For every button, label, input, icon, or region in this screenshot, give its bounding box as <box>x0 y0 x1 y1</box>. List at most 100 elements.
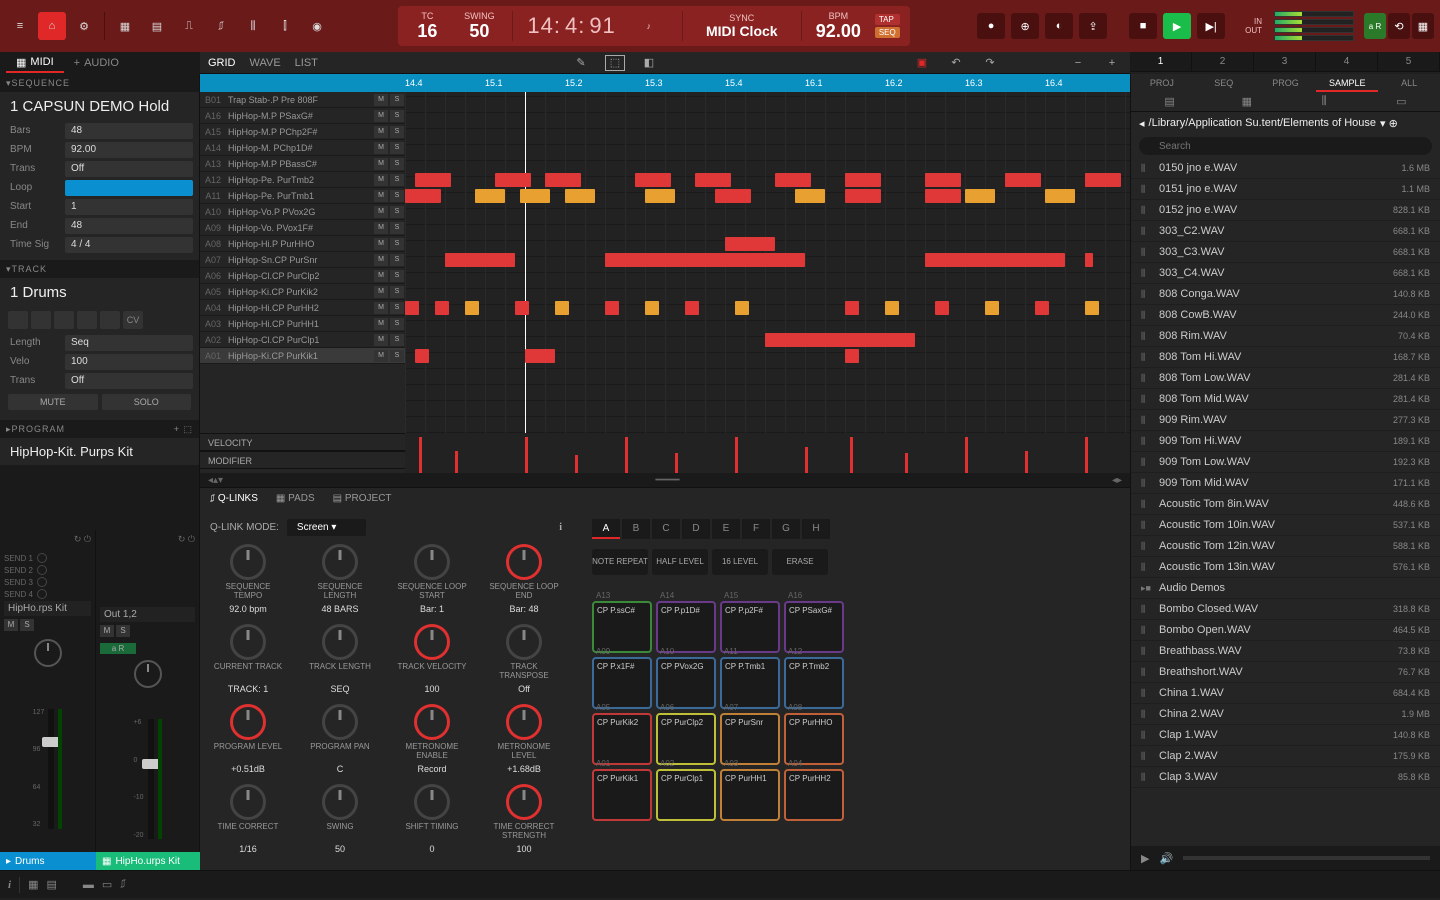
ch1-solo[interactable]: S <box>20 619 34 631</box>
track-row[interactable]: A12HipHop-Pe. PurTmb2MS <box>200 172 405 188</box>
velocity-bar[interactable] <box>455 451 458 473</box>
midi-clip[interactable] <box>405 301 419 315</box>
midi-clip[interactable] <box>925 189 961 203</box>
bank-tab-F[interactable]: F <box>742 519 770 539</box>
file-row[interactable]: ⫼Bombo Closed.WAV318.8 KB <box>1131 599 1440 620</box>
file-row[interactable]: ⫼Breathbass.WAV73.8 KB <box>1131 641 1440 662</box>
bar-value[interactable]: 14: <box>527 13 561 39</box>
velocity-bar[interactable] <box>525 437 528 473</box>
track-row[interactable]: A10HipHop-Vo.P PVox2GMS <box>200 204 405 220</box>
program-name[interactable]: HipHop-Kit. Purps Kit <box>0 438 199 465</box>
velocity-bar[interactable] <box>575 455 578 473</box>
pad-A07[interactable]: A07CP PurSnr <box>720 713 780 765</box>
track-row[interactable]: A05HipHop-Ki.CP PurKik2MS <box>200 284 405 300</box>
ch2-label[interactable]: ▦ HipHo.urps Kit <box>96 852 200 870</box>
ch1-label[interactable]: ▸ Drums <box>0 852 96 870</box>
qlink-knob[interactable] <box>230 704 266 740</box>
velocity-bar[interactable] <box>1025 451 1028 473</box>
file-row[interactable]: ⫼303_C3.WAV668.1 KB <box>1131 242 1440 263</box>
browser-subtab-seq[interactable]: SEQ <box>1193 74 1255 92</box>
midi-clip[interactable] <box>635 173 671 187</box>
ch2-solo[interactable]: S <box>116 625 130 637</box>
file-row[interactable]: ⫼808 Tom Low.WAV281.4 KB <box>1131 368 1440 389</box>
pad-A01[interactable]: A01CP PurKik1 <box>592 769 652 821</box>
file-row[interactable]: ⫼Clap 1.WAV140.8 KB <box>1131 725 1440 746</box>
seq-prop-trans[interactable]: Off <box>65 161 193 177</box>
pencil-icon[interactable]: ✎ <box>571 55 591 71</box>
channel-strip-2[interactable]: ↻ ⏻ Out 1,2 MS a R +60-10-20 <box>96 530 200 870</box>
velocity-bar[interactable] <box>735 437 738 473</box>
qlink-knob[interactable] <box>322 544 358 580</box>
file-row[interactable]: ⫼China 2.WAV1.9 MB <box>1131 704 1440 725</box>
file-row[interactable]: ⫼0150 jno e.WAV1.6 MB <box>1131 158 1440 179</box>
menu-icon[interactable]: ≡ <box>6 12 34 40</box>
qlink-knob[interactable] <box>414 624 450 660</box>
seq-prop-time sig[interactable]: 4 / 4 <box>65 237 193 253</box>
mute-button[interactable]: MUTE <box>8 394 98 410</box>
midi-clip[interactable] <box>1005 173 1041 187</box>
bank-tab-E[interactable]: E <box>712 519 740 539</box>
midi-clip[interactable] <box>605 253 805 267</box>
midi-clip[interactable] <box>925 173 961 187</box>
tap-button[interactable]: TAP <box>875 14 900 25</box>
file-row[interactable]: ⫼Clap 3.WAV85.8 KB <box>1131 767 1440 788</box>
track-prop-length[interactable]: Seq <box>65 335 193 351</box>
track-name[interactable]: 1 Drums <box>0 278 199 307</box>
ar-badge[interactable]: a R <box>1364 13 1386 39</box>
track-row[interactable]: B01Trap Stab-.P Pre 808FMS <box>200 92 405 108</box>
browser-tab-4[interactable]: 4 <box>1316 52 1378 71</box>
track-row[interactable]: A01HipHop-Ki.CP PurKik1MS <box>200 348 405 364</box>
bank-tab-H[interactable]: H <box>802 519 830 539</box>
grid-canvas[interactable] <box>405 92 1130 433</box>
ar-indicator[interactable]: a R <box>100 643 136 654</box>
file-row[interactable]: ⫼303_C4.WAV668.1 KB <box>1131 263 1440 284</box>
file-row[interactable]: ⫼808 Tom Mid.WAV281.4 KB <box>1131 389 1440 410</box>
midi-clip[interactable] <box>845 301 859 315</box>
qlink-knob[interactable] <box>414 544 450 580</box>
browser-tab-2[interactable]: 2 <box>1192 52 1254 71</box>
file-row[interactable]: ⫼0151 jno e.WAV1.1 MB <box>1131 179 1440 200</box>
velocity-bar[interactable] <box>905 453 908 473</box>
pad-A14[interactable]: A14CP P.p1D# <box>656 601 716 653</box>
pad-A15[interactable]: A15CP P.p2F# <box>720 601 780 653</box>
file-row[interactable]: ⫼808 CowB.WAV244.0 KB <box>1131 305 1440 326</box>
file-row[interactable]: ⫼909 Rim.WAV277.3 KB <box>1131 410 1440 431</box>
grid-view-icon[interactable]: ▦ <box>1412 13 1434 39</box>
velocity-bar[interactable] <box>1085 437 1088 473</box>
select-icon[interactable]: ⬚ <box>605 55 625 71</box>
ch1-pan-knob[interactable] <box>34 639 62 667</box>
midi-clip[interactable] <box>885 301 899 315</box>
send-row[interactable]: SEND 2 <box>4 565 91 575</box>
ch1-fader[interactable] <box>48 709 54 829</box>
track-row[interactable]: A09HipHop-Vo. PVox1F#MS <box>200 220 405 236</box>
qlink-knob[interactable] <box>506 624 542 660</box>
pad-A12[interactable]: A12CP P.Tmb2 <box>784 657 844 709</box>
midi-clip[interactable] <box>795 189 825 203</box>
folder-icon[interactable]: ▭ <box>1363 92 1440 111</box>
ch2-pan-knob[interactable] <box>134 660 162 688</box>
velocity-bar[interactable] <box>419 437 422 473</box>
seq-prop-bpm[interactable]: 92.00 <box>65 142 193 158</box>
automation-button[interactable]: ◐ <box>1045 13 1073 39</box>
list-tab[interactable]: LIST <box>295 57 318 69</box>
file-row[interactable]: ⫼Acoustic Tom 10in.WAV537.1 KB <box>1131 515 1440 536</box>
track-row[interactable]: A11HipHop-Pe. PurTmb1MS <box>200 188 405 204</box>
file-row[interactable]: ▸■Audio Demos <box>1131 578 1440 599</box>
qlink-knob[interactable] <box>506 704 542 740</box>
preview-play-icon[interactable]: ▶ <box>1141 852 1149 865</box>
footer-icon[interactable]: ▤ <box>46 878 56 891</box>
track-row[interactable]: A08HipHop-Hi.P PurHHOMS <box>200 236 405 252</box>
bank-tab-A[interactable]: A <box>592 519 620 539</box>
midi-clip[interactable] <box>645 189 675 203</box>
playhead[interactable] <box>525 92 526 433</box>
seq-prop-bars[interactable]: 48 <box>65 123 193 139</box>
timeline-ruler[interactable]: 14.415.115.215.315.416.116.216.316.4 <box>200 74 1130 92</box>
browser-subtab-prog[interactable]: PROG <box>1255 74 1317 92</box>
qlinks-tab[interactable]: ⎎ Q-LINKS <box>210 493 258 504</box>
file-row[interactable]: ⫼Acoustic Tom 13in.WAV576.1 KB <box>1131 557 1440 578</box>
pad-mode-button[interactable]: 16 LEVEL <box>712 549 768 575</box>
preview-slider[interactable] <box>1183 856 1430 860</box>
file-row[interactable]: ⫼Bombo Open.WAV464.5 KB <box>1131 620 1440 641</box>
file-row[interactable]: ⫼Clap 2.WAV175.9 KB <box>1131 746 1440 767</box>
bank-tab-C[interactable]: C <box>652 519 680 539</box>
